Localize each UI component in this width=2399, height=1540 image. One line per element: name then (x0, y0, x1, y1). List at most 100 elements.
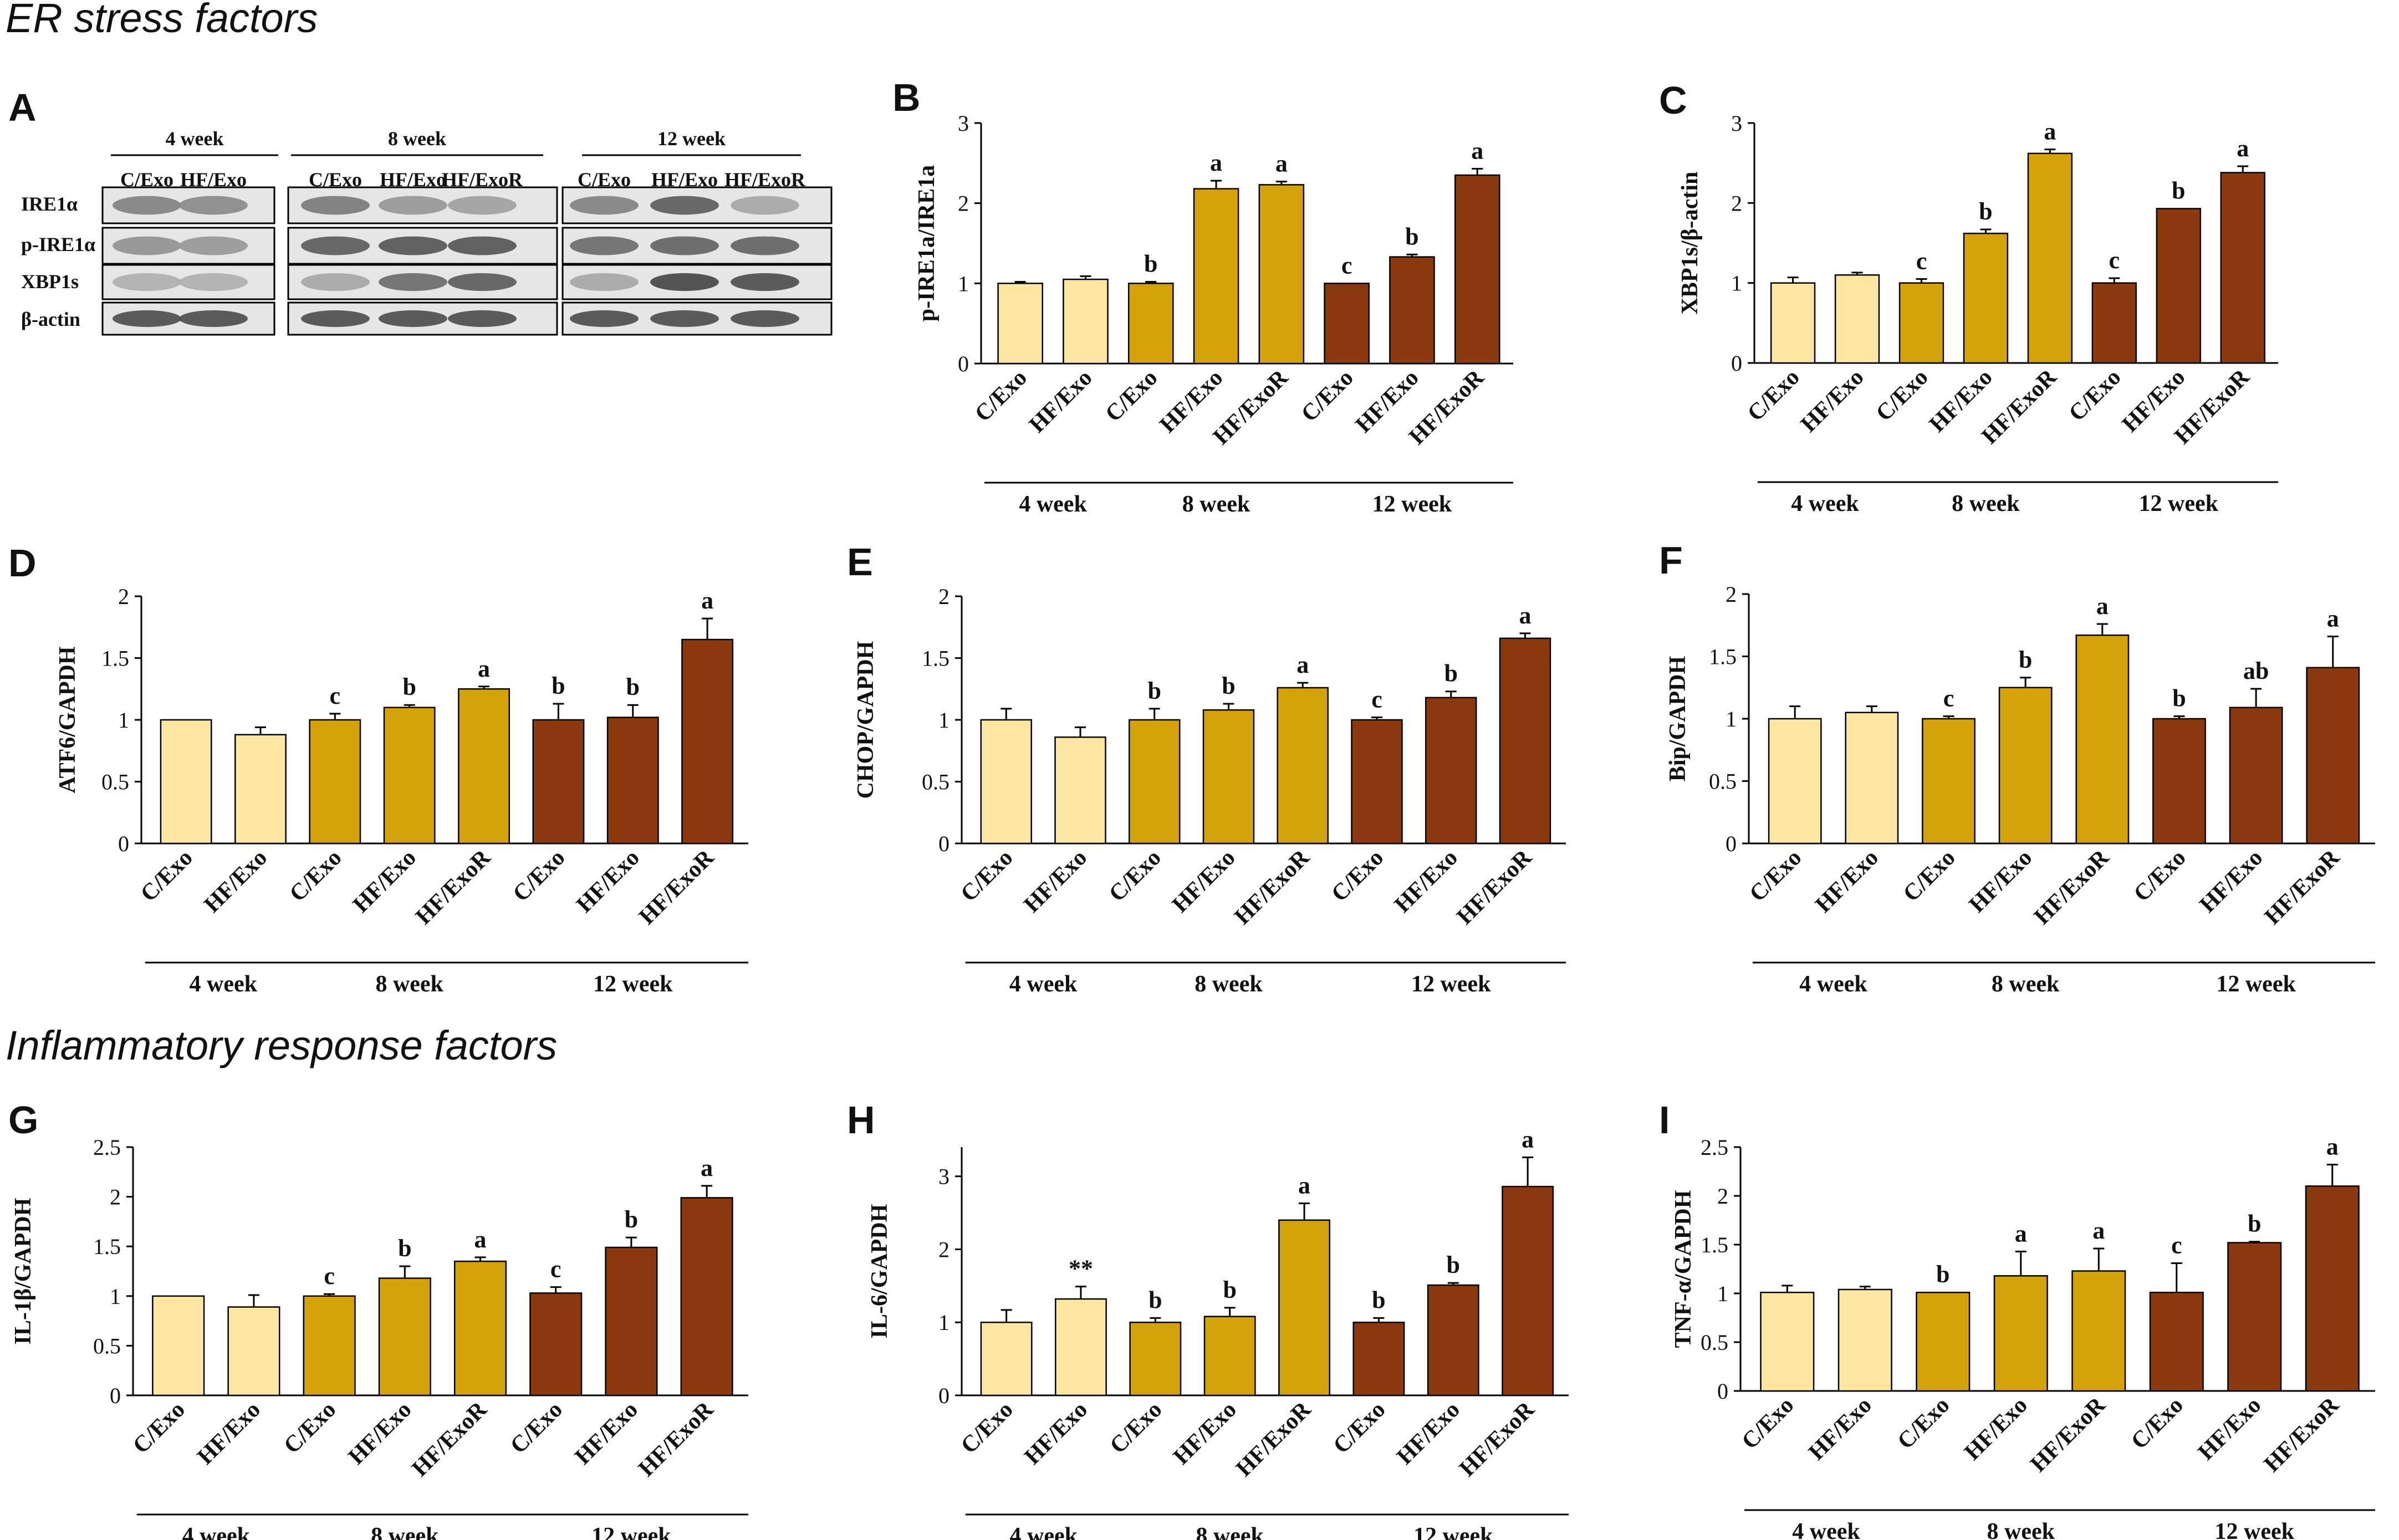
bar (1202, 709, 1255, 845)
bar (1055, 1298, 1107, 1396)
significance-label: a (1298, 1171, 1310, 1199)
category-label: HF/Exo (1810, 845, 1884, 918)
blot-week-label: 4 week (166, 127, 224, 150)
y-axis-label: IL-6/GAPDH (867, 1204, 892, 1339)
group-label: 4 week (1792, 1519, 1860, 1540)
group-label: 12 week (2214, 1519, 2294, 1540)
significance-label: a (2015, 1220, 2027, 1247)
group-label: 12 week (1372, 492, 1452, 517)
bar (1499, 637, 1551, 845)
significance-label: c (1341, 252, 1352, 279)
category-label: HF/Exo (2195, 845, 2268, 918)
category-label: HF/ExoR (2025, 1392, 2110, 1477)
y-tick-label: 0.5 (922, 770, 950, 795)
panel-label-G: G (8, 1098, 38, 1142)
bar (681, 638, 734, 845)
category-label: HF/Exo (1390, 845, 1463, 918)
blot-band (650, 236, 719, 255)
y-tick-label: 1.5 (1701, 1232, 1728, 1257)
bar (1389, 256, 1435, 365)
category-label: C/Exo (1104, 845, 1166, 907)
section-title-inflammatory: Inflammatory response factors (6, 1022, 557, 1068)
y-tick-label: 2 (958, 191, 969, 216)
group-label: 4 week (1009, 971, 1078, 997)
significance-label: a (2237, 135, 2249, 162)
blot-band (179, 236, 248, 255)
significance-label: c (324, 1262, 335, 1290)
group-label: 8 week (1182, 492, 1250, 517)
category-label: C/Exo (1743, 365, 1805, 427)
bar (2305, 1185, 2360, 1392)
bar (1916, 1291, 1971, 1392)
significance-label: b (625, 1206, 638, 1233)
category-label: HF/Exo (192, 1397, 266, 1470)
bar (1129, 719, 1181, 845)
significance-label: a (1519, 602, 1531, 629)
bar (605, 1246, 658, 1396)
category-label: C/Exo (1297, 365, 1359, 427)
significance-label: c (330, 682, 341, 709)
category-label: HF/ExoR (634, 1396, 718, 1481)
group-label: 4 week (182, 1523, 251, 1540)
group-label: 4 week (1010, 1523, 1078, 1540)
bar (2229, 707, 2283, 845)
bar (2220, 172, 2265, 364)
significance-label: a (1210, 149, 1222, 176)
significance-label: b (1444, 660, 1457, 687)
y-tick-label: 2 (1726, 582, 1737, 607)
y-tick-label: 1 (938, 1310, 950, 1335)
section-title-er: ER stress factors (6, 0, 318, 41)
y-tick-label: 2 (118, 584, 129, 609)
category-label: HF/Exo (1796, 365, 1869, 438)
category-label: HF/Exo (570, 1397, 643, 1470)
category-label: HF/ExoR (2259, 1392, 2344, 1477)
y-axis-label: TNF-α/GAPDH (1671, 1190, 1696, 1348)
group-label: 8 week (1196, 1523, 1264, 1540)
blot-row-label: β-actin (21, 308, 80, 330)
significance-label: a (2326, 1133, 2339, 1160)
bar (1129, 1321, 1182, 1396)
bar (980, 719, 1032, 845)
blot-band (179, 310, 248, 328)
bar (1427, 1284, 1479, 1396)
group-label: 12 week (1411, 971, 1491, 997)
y-tick-label: 2.5 (1701, 1135, 1728, 1160)
bar (453, 1260, 507, 1396)
category-label: C/Exo (1105, 1397, 1167, 1459)
y-axis-label: p-IRE1a/IRE1a (914, 165, 940, 321)
y-axis-label: CHOP/GAPDH (853, 641, 879, 799)
category-label: HF/Exo (200, 845, 273, 918)
category-label: HF/ExoR (2029, 845, 2114, 929)
bar (532, 719, 585, 845)
blot-band (731, 236, 799, 255)
significance-label: a (701, 1154, 713, 1181)
blot-band (731, 310, 799, 328)
y-tick-label: 1 (1726, 707, 1737, 731)
blot-row-label: IRE1α (21, 193, 78, 215)
chart-H: H 0 1 2 3 IL-6/GAPDH C/Exo ** HF/Exo 4 week b C/Exo… (847, 1098, 1569, 1540)
significance-label: a (1297, 651, 1309, 678)
y-tick-label: 2 (1717, 1184, 1728, 1209)
blot-band (650, 310, 719, 328)
significance-label: b (1936, 1261, 1949, 1288)
group-label: 8 week (371, 1523, 439, 1540)
significance-label: a (1275, 150, 1288, 177)
blot-band (650, 196, 719, 215)
category-label: C/Exo (2126, 1393, 2188, 1455)
y-axis-label: XBP1s/β-actin (1677, 172, 1703, 315)
panel-label-F: F (1659, 539, 1683, 582)
blot-band (570, 196, 639, 215)
bar (2075, 635, 2130, 845)
bar (1425, 697, 1477, 845)
y-tick-label: 1 (938, 708, 950, 733)
significance-label: b (398, 1235, 411, 1262)
group-label: 4 week (1791, 491, 1859, 516)
blot-band (379, 310, 447, 328)
bar (1760, 1291, 1815, 1392)
group-label: 12 week (1413, 1523, 1493, 1540)
y-tick-label: 3 (1731, 111, 1742, 136)
y-tick-label: 3 (958, 111, 969, 136)
